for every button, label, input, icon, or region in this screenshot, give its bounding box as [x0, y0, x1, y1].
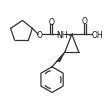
Text: O: O — [36, 31, 42, 40]
Text: O: O — [81, 17, 87, 26]
Text: NH: NH — [56, 31, 67, 40]
Text: O: O — [48, 18, 54, 27]
Text: OH: OH — [91, 31, 102, 40]
Polygon shape — [56, 52, 64, 62]
